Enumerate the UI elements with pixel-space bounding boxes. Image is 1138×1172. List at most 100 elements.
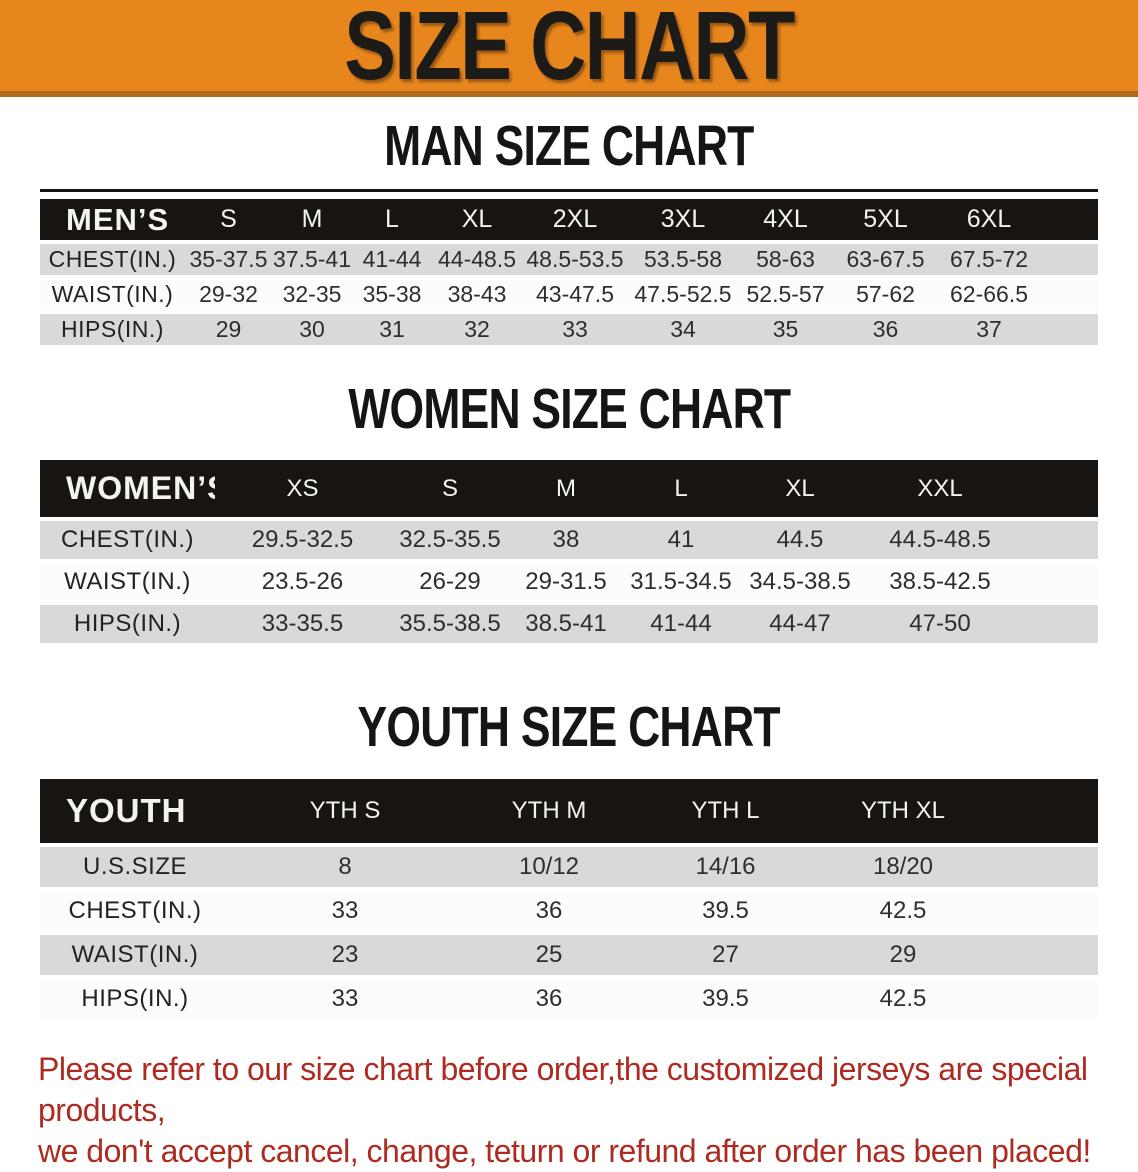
table-row: HIPS(IN.) 33 36 39.5 42.5 bbox=[40, 979, 1098, 1019]
table-header-row: WOMEN’S XS S M L XL XXL bbox=[40, 460, 1098, 517]
banner: SIZE CHART bbox=[0, 0, 1138, 97]
table-row: CHEST(IN.) 35-37.5 37.5-41 41-44 44-48.5 48.5… bbox=[40, 244, 1098, 275]
women-size-table-wrap: WOMEN’S XS S M L XL XXL CHEST(IN.) 29.5-32.5 32.5… bbox=[40, 456, 1098, 647]
size-value: 26-29 bbox=[390, 563, 510, 601]
column-header: M bbox=[510, 460, 622, 517]
column-header: XS bbox=[215, 460, 390, 517]
size-value: 33 bbox=[230, 891, 460, 931]
youth-size-table: YOUTH YTH S YTH M YTH L YTH XL U.S.SIZE 8 10/12… bbox=[40, 775, 1098, 1023]
table-group-label: MEN’S bbox=[40, 199, 185, 240]
column-header: L bbox=[622, 460, 740, 517]
size-value: 23.5-26 bbox=[215, 563, 390, 601]
table-row: WAIST(IN.) 23 25 27 29 bbox=[40, 935, 1098, 975]
size-value: 27 bbox=[638, 935, 813, 975]
column-header: S bbox=[390, 460, 510, 517]
row-label: CHEST(IN.) bbox=[40, 244, 185, 275]
size-value: 37.5-41 bbox=[272, 244, 352, 275]
table-row: HIPS(IN.) 33-35.5 35.5-38.5 38.5-41 41-44 44-… bbox=[40, 605, 1098, 643]
column-header: YTH XL bbox=[813, 779, 1098, 843]
size-value: 58-63 bbox=[738, 244, 833, 275]
size-value: 39.5 bbox=[638, 891, 813, 931]
size-value: 38.5-42.5 bbox=[860, 563, 1098, 601]
column-header: 3XL bbox=[628, 199, 738, 240]
column-header: 4XL bbox=[738, 199, 833, 240]
size-value: 52.5-57 bbox=[738, 279, 833, 310]
size-value: 38.5-41 bbox=[510, 605, 622, 643]
table-row: CHEST(IN.) 29.5-32.5 32.5-35.5 38 41 44.5 44.5… bbox=[40, 521, 1098, 559]
size-value: 44.5 bbox=[740, 521, 860, 559]
table-header-row: YOUTH YTH S YTH M YTH L YTH XL bbox=[40, 779, 1098, 843]
size-value: 29.5-32.5 bbox=[215, 521, 390, 559]
men-table-top-rule bbox=[40, 189, 1098, 192]
size-value: 44-47 bbox=[740, 605, 860, 643]
column-header: 6XL bbox=[938, 199, 1098, 240]
size-value: 33 bbox=[522, 314, 628, 345]
size-value: 29-32 bbox=[185, 279, 272, 310]
table-row: WAIST(IN.) 29-32 32-35 35-38 38-43 43-47.5 47.… bbox=[40, 279, 1098, 310]
row-label: HIPS(IN.) bbox=[40, 979, 230, 1019]
size-value: 62-66.5 bbox=[938, 279, 1098, 310]
size-value: 42.5 bbox=[813, 891, 1098, 931]
size-value: 41 bbox=[622, 521, 740, 559]
column-header: XL bbox=[432, 199, 522, 240]
size-value: 23 bbox=[230, 935, 460, 975]
size-value: 36 bbox=[833, 314, 938, 345]
size-value: 53.5-58 bbox=[628, 244, 738, 275]
column-header: XXL bbox=[860, 460, 1098, 517]
youth-size-table-wrap: YOUTH YTH S YTH M YTH L YTH XL U.S.SIZE 8 10/12… bbox=[40, 775, 1098, 1023]
men-section-title: MAN SIZE CHART bbox=[384, 114, 754, 178]
size-value: 29 bbox=[185, 314, 272, 345]
size-value: 42.5 bbox=[813, 979, 1098, 1019]
row-label: HIPS(IN.) bbox=[40, 605, 215, 643]
size-value: 37 bbox=[938, 314, 1098, 345]
size-value: 33 bbox=[230, 979, 460, 1019]
table-group-label: YOUTH bbox=[40, 779, 230, 843]
table-group-label: WOMEN’S bbox=[40, 460, 215, 517]
column-header: M bbox=[272, 199, 352, 240]
size-value: 44.5-48.5 bbox=[860, 521, 1098, 559]
size-value: 25 bbox=[460, 935, 638, 975]
size-value: 31.5-34.5 bbox=[622, 563, 740, 601]
size-value: 18/20 bbox=[813, 847, 1098, 887]
size-value: 57-62 bbox=[833, 279, 938, 310]
men-size-table: MEN’S S M L XL 2XL 3XL 4XL 5XL 6XL CHEST(IN.) 35-37… bbox=[40, 195, 1098, 349]
size-value: 32-35 bbox=[272, 279, 352, 310]
size-value: 63-67.5 bbox=[833, 244, 938, 275]
size-value: 44-48.5 bbox=[432, 244, 522, 275]
row-label: WAIST(IN.) bbox=[40, 935, 230, 975]
size-value: 10/12 bbox=[460, 847, 638, 887]
size-value: 34 bbox=[628, 314, 738, 345]
size-value: 47.5-52.5 bbox=[628, 279, 738, 310]
row-label: CHEST(IN.) bbox=[40, 521, 215, 559]
size-value: 47-50 bbox=[860, 605, 1098, 643]
size-value: 34.5-38.5 bbox=[740, 563, 860, 601]
size-value: 67.5-72 bbox=[938, 244, 1098, 275]
size-value: 38-43 bbox=[432, 279, 522, 310]
disclaimer-line-2: we don't accept cancel, change, teturn o… bbox=[38, 1133, 1091, 1169]
size-value: 41-44 bbox=[622, 605, 740, 643]
column-header: L bbox=[352, 199, 432, 240]
row-label: WAIST(IN.) bbox=[40, 279, 185, 310]
banner-title: SIZE CHART bbox=[344, 0, 795, 100]
table-row: CHEST(IN.) 33 36 39.5 42.5 bbox=[40, 891, 1098, 931]
size-value: 48.5-53.5 bbox=[522, 244, 628, 275]
size-value: 29 bbox=[813, 935, 1098, 975]
column-header: XL bbox=[740, 460, 860, 517]
column-header: S bbox=[185, 199, 272, 240]
size-value: 35-38 bbox=[352, 279, 432, 310]
disclaimer-line-1: Please refer to our size chart before or… bbox=[38, 1051, 1088, 1128]
size-value: 35-37.5 bbox=[185, 244, 272, 275]
row-label: HIPS(IN.) bbox=[40, 314, 185, 345]
size-value: 32 bbox=[432, 314, 522, 345]
table-header-row: MEN’S S M L XL 2XL 3XL 4XL 5XL 6XL bbox=[40, 199, 1098, 240]
size-value: 33-35.5 bbox=[215, 605, 390, 643]
size-value: 36 bbox=[460, 891, 638, 931]
size-value: 35.5-38.5 bbox=[390, 605, 510, 643]
column-header: 5XL bbox=[833, 199, 938, 240]
table-row: WAIST(IN.) 23.5-26 26-29 29-31.5 31.5-34.5 34… bbox=[40, 563, 1098, 601]
size-value: 39.5 bbox=[638, 979, 813, 1019]
women-size-table: WOMEN’S XS S M L XL XXL CHEST(IN.) 29.5-32.5 32.5… bbox=[40, 456, 1098, 647]
size-value: 8 bbox=[230, 847, 460, 887]
size-value: 41-44 bbox=[352, 244, 432, 275]
